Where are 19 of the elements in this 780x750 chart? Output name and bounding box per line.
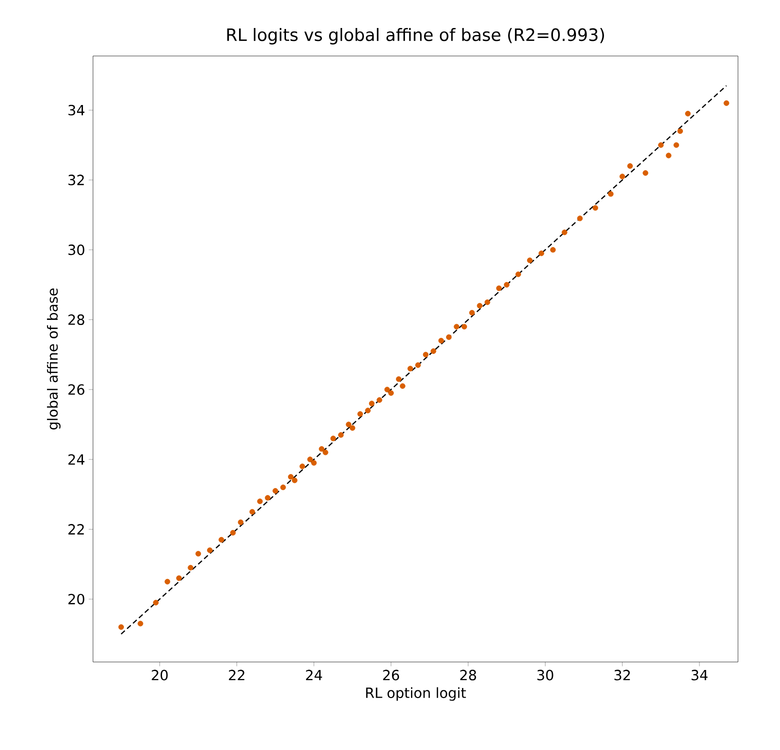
x-axis-title: RL option logit bbox=[366, 687, 466, 701]
y-tick-label: 34 bbox=[68, 104, 84, 116]
y-axis-title: global affine of base bbox=[46, 288, 61, 430]
y-tick-label: 30 bbox=[68, 244, 84, 256]
y-tick-label: 32 bbox=[68, 174, 84, 186]
chart-title: RL logits vs global affine of base (R2=0.993) bbox=[227, 28, 604, 44]
x-tick-label: 34 bbox=[692, 670, 708, 680]
y-tick-label: 24 bbox=[68, 454, 84, 465]
x-tick-label: 26 bbox=[383, 670, 400, 680]
y-tick-label: 22 bbox=[68, 524, 84, 534]
y-tick-label: 20 bbox=[68, 594, 84, 604]
x-tick-label: 20 bbox=[152, 670, 168, 680]
x-tick-label: 28 bbox=[460, 670, 476, 680]
x-tick-label: 32 bbox=[614, 670, 630, 680]
x-tick-label: 30 bbox=[537, 670, 554, 680]
y-tick-label: 26 bbox=[68, 384, 84, 395]
x-tick-label: 24 bbox=[306, 670, 322, 680]
y-tick-label: 28 bbox=[68, 314, 84, 325]
x-tick-label: 22 bbox=[228, 670, 244, 680]
